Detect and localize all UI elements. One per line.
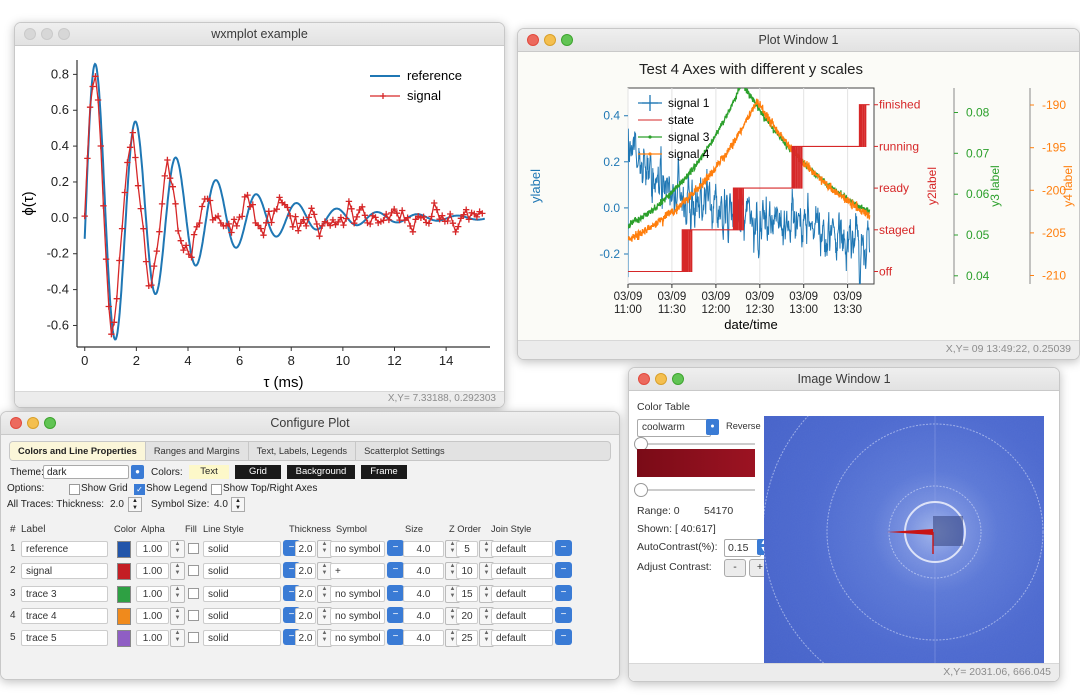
svg-text:8: 8 bbox=[288, 353, 295, 368]
svg-text:running: running bbox=[879, 139, 919, 153]
svg-text:signal 3: signal 3 bbox=[668, 130, 710, 144]
svg-text:Test 4 Axes with different y s: Test 4 Axes with different y scales bbox=[639, 61, 863, 78]
svg-text:ylabel: ylabel bbox=[528, 169, 543, 203]
svg-text:finished: finished bbox=[879, 98, 920, 112]
svg-text:11:30: 11:30 bbox=[658, 304, 686, 316]
svg-text:signal: signal bbox=[407, 88, 441, 103]
svg-text:03/09: 03/09 bbox=[745, 291, 774, 303]
svg-text:y3 label: y3 label bbox=[988, 165, 1002, 206]
svg-text:ϕ(τ): ϕ(τ) bbox=[20, 191, 37, 215]
svg-text:13:00: 13:00 bbox=[789, 304, 818, 316]
svg-text:0.05: 0.05 bbox=[966, 228, 990, 242]
svg-text:12: 12 bbox=[387, 353, 401, 368]
svg-text:y4 label: y4 label bbox=[1061, 165, 1075, 206]
svg-text:0.2: 0.2 bbox=[51, 174, 69, 189]
svg-text:signal 4: signal 4 bbox=[668, 147, 710, 161]
svg-text:13:30: 13:30 bbox=[833, 304, 862, 316]
svg-text:03/09: 03/09 bbox=[658, 291, 687, 303]
svg-text:2: 2 bbox=[133, 353, 140, 368]
svg-text:12:30: 12:30 bbox=[745, 304, 774, 316]
svg-text:14: 14 bbox=[439, 353, 453, 368]
svg-text:03/09: 03/09 bbox=[789, 291, 818, 303]
svg-text:03/09: 03/09 bbox=[702, 291, 731, 303]
svg-text:0.6: 0.6 bbox=[51, 102, 69, 117]
svg-text:ready: ready bbox=[879, 181, 909, 195]
svg-text:0.04: 0.04 bbox=[966, 269, 990, 283]
svg-text:τ (ms): τ (ms) bbox=[263, 374, 303, 391]
svg-text:0.2: 0.2 bbox=[603, 155, 620, 169]
svg-text:-195: -195 bbox=[1042, 141, 1066, 155]
svg-text:-205: -205 bbox=[1042, 226, 1066, 240]
svg-text:11:00: 11:00 bbox=[614, 304, 642, 316]
svg-text:4: 4 bbox=[184, 353, 191, 368]
svg-text:0.4: 0.4 bbox=[603, 109, 620, 123]
svg-text:-0.2: -0.2 bbox=[599, 247, 620, 261]
svg-text:03/09: 03/09 bbox=[614, 291, 643, 303]
svg-text:-0.4: -0.4 bbox=[47, 282, 69, 297]
svg-text:0: 0 bbox=[81, 353, 88, 368]
svg-text:12:00: 12:00 bbox=[702, 304, 731, 316]
svg-text:reference: reference bbox=[407, 68, 462, 83]
svg-text:0.08: 0.08 bbox=[966, 106, 990, 120]
svg-text:0.8: 0.8 bbox=[51, 66, 69, 81]
svg-text:0.07: 0.07 bbox=[966, 146, 990, 160]
svg-text:0.4: 0.4 bbox=[51, 138, 69, 153]
svg-text:6: 6 bbox=[236, 353, 243, 368]
svg-text:signal 1: signal 1 bbox=[668, 96, 710, 110]
svg-text:-0.6: -0.6 bbox=[47, 317, 69, 332]
svg-text:0.06: 0.06 bbox=[966, 187, 990, 201]
svg-text:-210: -210 bbox=[1042, 269, 1066, 283]
svg-text:03/09: 03/09 bbox=[833, 291, 862, 303]
svg-text:10: 10 bbox=[336, 353, 350, 368]
svg-text:y2label: y2label bbox=[925, 167, 939, 205]
svg-text:state: state bbox=[668, 113, 694, 127]
svg-text:-190: -190 bbox=[1042, 98, 1066, 112]
svg-text:date/time: date/time bbox=[724, 317, 777, 332]
svg-text:-0.2: -0.2 bbox=[47, 246, 69, 261]
svg-text:staged: staged bbox=[879, 223, 915, 237]
svg-text:off: off bbox=[879, 265, 893, 279]
svg-text:0.0: 0.0 bbox=[51, 210, 69, 225]
svg-text:0.0: 0.0 bbox=[603, 201, 620, 215]
